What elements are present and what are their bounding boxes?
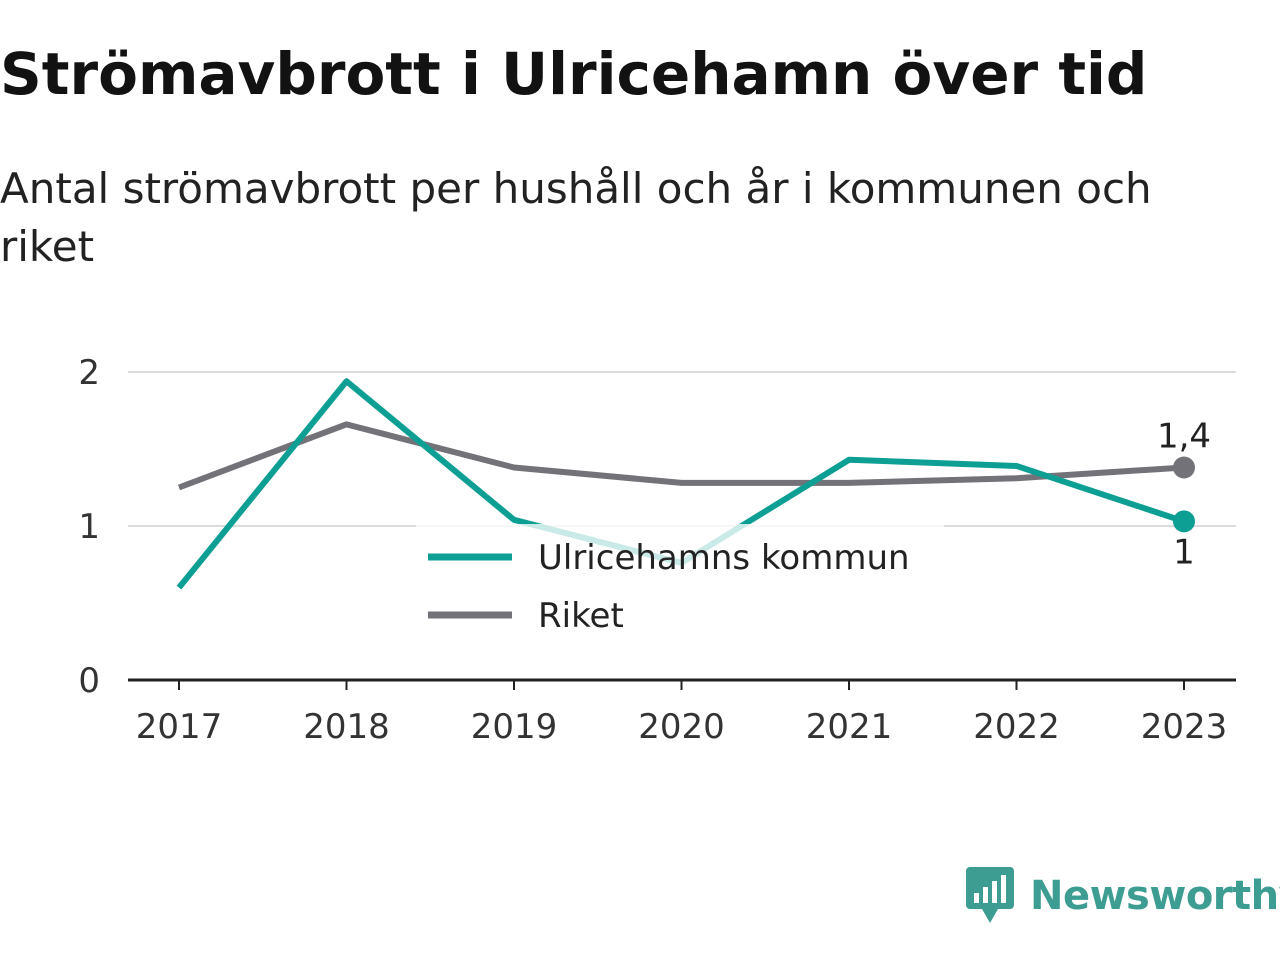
x-tick-label: 2023 <box>1141 707 1228 747</box>
y-tick-label: 0 <box>78 661 100 701</box>
x-tick-label: 2022 <box>973 707 1060 747</box>
legend-label-ulricehamn: Ulricehamns kommun <box>538 538 910 578</box>
chart-subtitle: Antal strömavbrott per hushåll och år i … <box>0 164 1152 271</box>
y-tick-label: 1 <box>78 507 100 547</box>
legend-background <box>416 524 944 646</box>
x-tick-label: 2018 <box>303 707 390 747</box>
series-line-riket <box>177 421 1185 491</box>
brand-name: Newsworthy <box>1030 873 1280 919</box>
x-tick-label: 2019 <box>471 707 558 747</box>
newsworthy-logo-icon <box>966 867 1014 923</box>
chart-title: Strömavbrott i Ulricehamn över tid <box>0 40 1148 108</box>
x-tick-label: 2021 <box>806 707 893 747</box>
x-tick-label: 2017 <box>136 707 223 747</box>
end-label-ulricehamn: 1 <box>1173 532 1195 572</box>
newsworthy-logo: Newsworthy <box>964 864 1280 928</box>
end-label-riket: 1,4 <box>1157 416 1211 456</box>
end-point-ulricehamn <box>1173 510 1195 533</box>
y-tick-label: 2 <box>78 353 100 393</box>
line-chart: 0 1 2 2017 2018 2019 2020 2021 2022 2023 Ulriceham… <box>78 353 1236 747</box>
end-point-riket <box>1173 456 1195 479</box>
x-tick-label: 2020 <box>638 707 725 747</box>
legend-label-riket: Riket <box>538 596 624 636</box>
